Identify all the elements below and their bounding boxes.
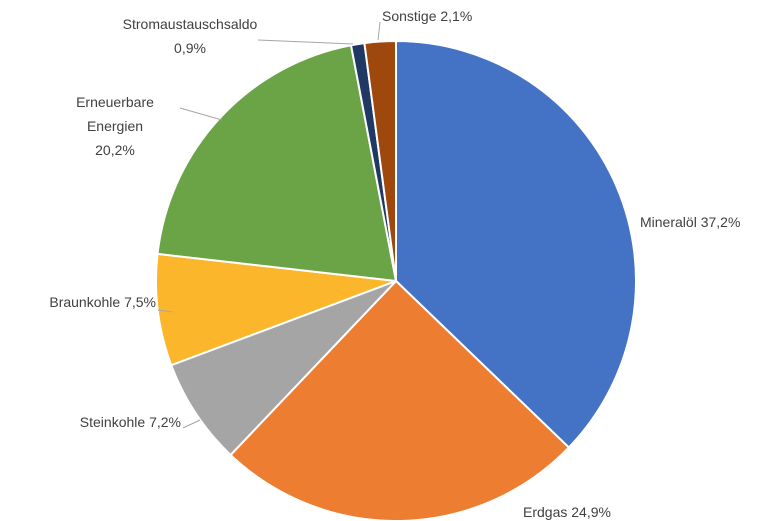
data-label: Erneuerbare Energien 20,2% (70, 90, 160, 162)
value-label: 20,2% (95, 142, 135, 158)
category-name: Steinkohle (79, 414, 146, 430)
value-label: 2,1% (440, 8, 473, 24)
leader-line (182, 419, 201, 429)
pie-slice (169, 280, 397, 457)
value-label: 24,9% (571, 504, 611, 520)
value-label: 7,2% (149, 414, 181, 430)
value-label: 7,5% (124, 294, 156, 310)
pie-slice (155, 252, 397, 367)
leader-line (377, 21, 381, 41)
value-label: 0,9% (174, 40, 206, 56)
category-name: Stromaustauschsaldo (122, 16, 258, 32)
category-name: Mineralöl (640, 214, 697, 230)
data-label: Mineralöl 37,2% (640, 210, 740, 234)
category-name: Sonstige (382, 8, 437, 24)
data-label: Steinkohle 7,2% (80, 410, 181, 434)
pie-slice (363, 39, 397, 282)
leader-line (157, 309, 173, 313)
data-label: Sonstige 2,1% (382, 4, 472, 28)
data-label: Braunkohle 7,5% (49, 290, 156, 314)
data-label: Erdgas 24,9% (523, 500, 611, 521)
data-label: Stromaustauschsaldo 0,9% (110, 12, 270, 60)
pie-slice (395, 39, 637, 449)
pie-slice (156, 44, 398, 283)
category-name: Erneuerbare Energien (76, 94, 154, 134)
value-label: 37,2% (700, 214, 741, 230)
category-name: Braunkohle (49, 294, 121, 310)
category-name: Erdgas (523, 504, 568, 520)
leader-line (179, 107, 223, 121)
leader-line (257, 39, 354, 45)
